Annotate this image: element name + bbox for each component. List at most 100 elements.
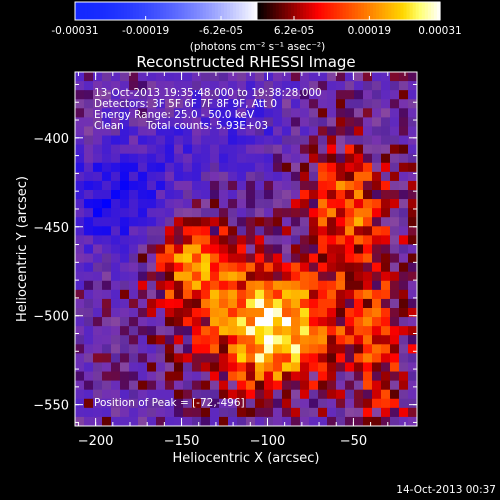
heatmap-cell (147, 416, 157, 427)
heatmap-cell (237, 208, 247, 218)
heatmap-cell (192, 389, 202, 400)
heatmap-cell (210, 235, 220, 245)
heatmap-cell (120, 199, 130, 209)
heatmap-cell (399, 253, 409, 264)
heatmap-cell (408, 135, 418, 146)
heatmap-cell (408, 389, 418, 400)
heatmap-cell (363, 335, 373, 345)
heatmap-cell (75, 190, 85, 200)
x-tick-label: −150 (164, 434, 200, 449)
heatmap-cell (246, 280, 256, 291)
heatmap-cell (390, 190, 400, 200)
heatmap-cell (84, 99, 94, 109)
heatmap-cell (75, 344, 85, 354)
heatmap-cell (111, 371, 121, 382)
heatmap-cell (210, 144, 220, 155)
heatmap-cell (381, 190, 391, 200)
heatmap-cell (219, 362, 229, 373)
heatmap-cell (138, 289, 148, 300)
heatmap-cell (210, 253, 220, 264)
heatmap-cell (219, 262, 229, 273)
heatmap-cell (156, 371, 166, 382)
heatmap-cell (255, 153, 265, 164)
heatmap-cell (273, 144, 283, 155)
heatmap-cell (291, 298, 301, 309)
heatmap-cell (345, 280, 355, 291)
heatmap-cell (318, 153, 328, 164)
heatmap-cell (237, 344, 247, 354)
heatmap-cell (309, 117, 319, 127)
heatmap-cell (390, 371, 400, 382)
heatmap-cell (210, 117, 220, 127)
heatmap-cell (174, 171, 184, 182)
heatmap-cell (282, 262, 292, 273)
heatmap-cell (93, 135, 103, 146)
heatmap-cell (165, 190, 175, 200)
heatmap-cell (156, 72, 166, 82)
heatmap-cell (228, 217, 238, 227)
heatmap-cell (75, 135, 85, 146)
heatmap-cell (273, 335, 283, 345)
colorbar-segment (81, 2, 85, 20)
heatmap-cell (354, 371, 364, 382)
heatmap-cell (219, 190, 229, 200)
heatmap-cell (84, 199, 94, 209)
heatmap-cell (75, 117, 85, 127)
heatmap-cell (93, 380, 103, 391)
heatmap-cell (156, 81, 166, 91)
heatmap-cell (138, 380, 148, 391)
heatmap-cell (336, 371, 346, 382)
heatmap-cell (210, 217, 220, 227)
heatmap-cell (156, 162, 166, 173)
heatmap-cell (390, 235, 400, 245)
heatmap-cell (354, 235, 364, 245)
heatmap-cell (264, 398, 274, 409)
heatmap-cell (309, 380, 319, 391)
heatmap-cell (129, 326, 139, 336)
heatmap-cell (129, 108, 139, 118)
heatmap-cell (210, 244, 220, 255)
heatmap-cell (372, 171, 382, 182)
heatmap-cell (147, 262, 157, 273)
heatmap-cell (102, 416, 112, 427)
heatmap-cell (210, 226, 220, 236)
colorbar-segment (141, 2, 146, 20)
heatmap-cell (345, 226, 355, 236)
heatmap-cell (399, 335, 409, 345)
heatmap-cell (156, 244, 166, 255)
heatmap-cell (345, 253, 355, 264)
heatmap-cell (282, 162, 292, 173)
heatmap-cell (273, 171, 283, 182)
heatmap-cell (318, 226, 328, 236)
heatmap-cell (264, 271, 274, 282)
heatmap-cell (147, 298, 157, 309)
heatmap-cell (210, 407, 220, 418)
heatmap-cell (399, 326, 409, 336)
heatmap-cell (381, 162, 391, 173)
y-axis-label: Heliocentric Y (arcsec) (15, 176, 30, 322)
heatmap-cell (183, 126, 193, 137)
heatmap-cell (264, 99, 274, 109)
heatmap-cell (228, 171, 238, 182)
heatmap-cell (291, 171, 301, 182)
heatmap-cell (147, 108, 157, 118)
heatmap-cell (345, 144, 355, 155)
heatmap-cell (237, 326, 247, 336)
heatmap-cell (282, 398, 292, 409)
heatmap-cell (390, 135, 400, 146)
heatmap-cell (309, 317, 319, 327)
heatmap-cell (219, 153, 229, 164)
heatmap-cell (219, 353, 229, 363)
heatmap-cell (255, 226, 265, 236)
heatmap-cell (345, 217, 355, 227)
heatmap-cell (255, 108, 265, 118)
heatmap-cell (183, 208, 193, 218)
heatmap-cell (192, 262, 202, 273)
heatmap-cell (399, 90, 409, 100)
heatmap-cell (201, 298, 211, 309)
heatmap-cell (273, 126, 283, 137)
heatmap-cell (75, 208, 85, 218)
heatmap-cell (291, 217, 301, 227)
colorbar-tick-label: 0.00019 (348, 25, 391, 37)
heatmap-cell (120, 190, 130, 200)
